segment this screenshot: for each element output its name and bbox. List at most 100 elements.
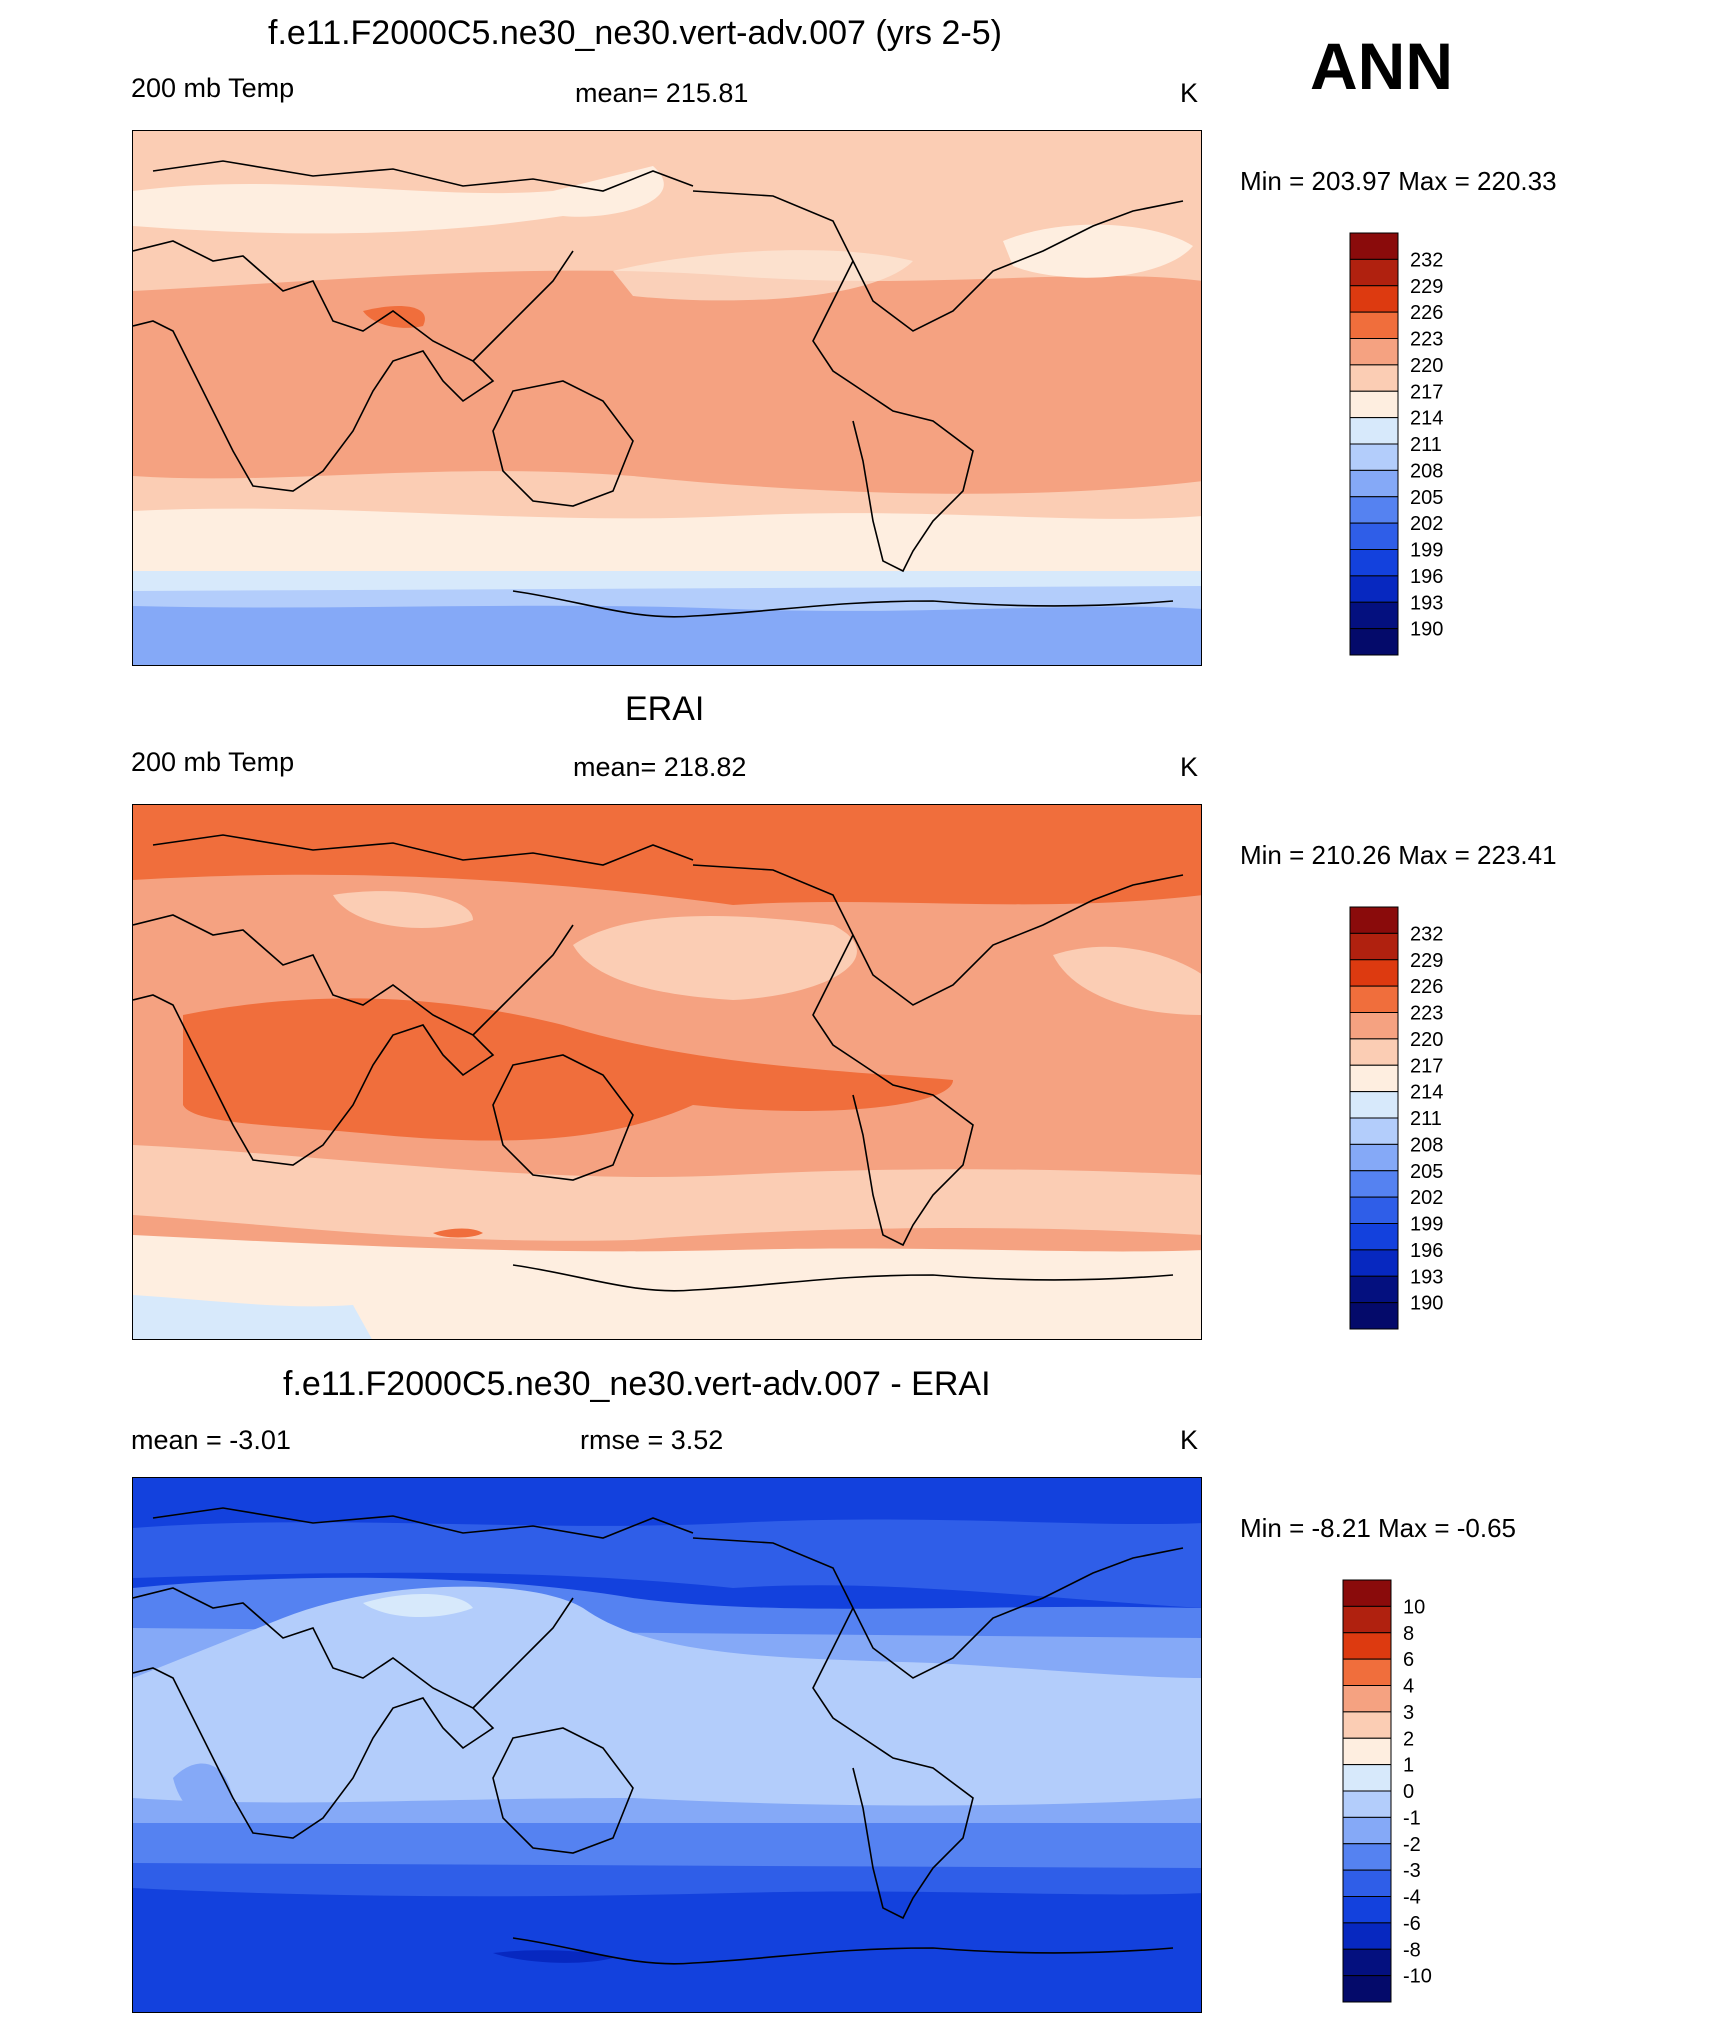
colorbar-swatch <box>1349 390 1399 419</box>
panel3-units-label: K <box>1180 1425 1199 1455</box>
colorbar-swatch <box>1349 1038 1399 1066</box>
panel1-colorbar-svg: 232 229 226 223 220 217 214 211 208 205 202 199 196 1… <box>1349 232 1443 656</box>
colorbar-level-label: 205 <box>1410 1161 1443 1183</box>
colorbar-swatch <box>1342 1948 1392 1977</box>
panel1-minmax-label: Min = 203.97 Max = 220.33 <box>1240 166 1557 196</box>
colorbar-level-label: -3 <box>1403 1860 1421 1882</box>
colorbar-level-label: 214 <box>1410 1082 1443 1104</box>
colorbar-swatch <box>1349 1117 1399 1145</box>
colorbar-swatch <box>1349 1275 1399 1304</box>
panel2-variable-label: 200 mb Temp <box>131 747 295 777</box>
colorbar-level-label: -1 <box>1403 1807 1421 1829</box>
colorbar-swatch <box>1349 1170 1399 1198</box>
colorbar-level-label: 211 <box>1410 1108 1442 1130</box>
colorbar-level-label: 1 <box>1403 1755 1414 1777</box>
colorbar-swatch <box>1349 628 1399 656</box>
panel2-units-label: K <box>1180 752 1199 782</box>
panel2-mean-label: mean= 218.82 <box>573 752 747 782</box>
colorbar-level-label: 229 <box>1410 950 1443 972</box>
colorbar-swatch <box>1342 1632 1392 1660</box>
panel3-rmse-label: rmse = 3.52 <box>580 1425 724 1455</box>
panel3-minmax-label: Min = -8.21 Max = -0.65 <box>1240 1513 1517 1543</box>
colorbar-swatch <box>1342 1816 1392 1845</box>
colorbar-swatch <box>1349 1064 1399 1093</box>
colorbar-level-label: -6 <box>1403 1913 1421 1935</box>
colorbar-swatch <box>1349 469 1399 498</box>
panel3-map-svg <box>133 1478 1201 2012</box>
colorbar-swatch <box>1349 311 1399 339</box>
colorbar-swatch <box>1342 1843 1392 1871</box>
colorbar-swatch <box>1349 959 1399 987</box>
colorbar-level-label: -2 <box>1403 1834 1421 1856</box>
colorbar-swatch <box>1349 549 1399 577</box>
colorbar-level-label: 223 <box>1410 329 1443 351</box>
colorbar-level-label: 229 <box>1410 276 1443 298</box>
colorbar-swatch <box>1349 443 1399 471</box>
colorbar-swatch <box>1349 285 1399 313</box>
colorbar-level-label: 220 <box>1410 355 1443 377</box>
colorbar-swatch <box>1342 1790 1392 1818</box>
colorbar-level-label: 214 <box>1410 408 1443 430</box>
panel2-map <box>132 804 1202 1340</box>
panel1-colorbar: 232 229 226 223 220 217 214 211 208 205 202 199 196 1… <box>1349 232 1480 658</box>
colorbar-swatch <box>1349 1196 1399 1224</box>
colorbar-level-label: 217 <box>1410 381 1443 403</box>
colorbar-level-label: 196 <box>1410 566 1443 588</box>
colorbar-swatch <box>1342 1764 1392 1792</box>
colorbar-level-label: 0 <box>1403 1781 1414 1803</box>
colorbar-level-label: 211 <box>1410 434 1442 456</box>
colorbar-swatch <box>1349 364 1399 392</box>
colorbar-level-label: 220 <box>1410 1029 1443 1051</box>
colorbar-swatch <box>1342 1658 1392 1686</box>
colorbar-swatch <box>1342 1605 1392 1634</box>
colorbar-level-label: 190 <box>1410 619 1443 641</box>
colorbar-swatch <box>1349 1012 1399 1040</box>
colorbar-level-label: -4 <box>1403 1887 1421 1909</box>
panel1-variable-label: 200 mb Temp <box>131 73 295 103</box>
colorbar-swatch <box>1349 258 1399 287</box>
colorbar-swatch <box>1349 1302 1399 1330</box>
colorbar-swatch <box>1342 1896 1392 1924</box>
panel1-title: f.e11.F2000C5.ne30_ne30.vert-adv.007 (yr… <box>268 14 1002 52</box>
colorbar-swatch <box>1342 1711 1392 1739</box>
colorbar-level-label: 199 <box>1410 540 1443 562</box>
colorbar-swatch <box>1349 575 1399 603</box>
colorbar-swatch <box>1349 1143 1399 1172</box>
colorbar-level-label: 202 <box>1410 1187 1443 1209</box>
colorbar-swatch <box>1349 932 1399 961</box>
colorbar-level-label: 205 <box>1410 487 1443 509</box>
colorbar-level-label: 4 <box>1403 1676 1414 1698</box>
colorbar-swatch <box>1342 1737 1392 1766</box>
colorbar-level-label: 6 <box>1403 1649 1414 1671</box>
colorbar-swatch <box>1349 1091 1399 1119</box>
colorbar-swatch <box>1349 496 1399 524</box>
colorbar-swatch <box>1349 1249 1399 1277</box>
colorbar-level-label: 193 <box>1410 1266 1443 1288</box>
colorbar-swatch <box>1349 1223 1399 1251</box>
colorbar-level-label: 226 <box>1410 302 1443 324</box>
colorbar-swatch <box>1342 1869 1392 1897</box>
colorbar-swatch <box>1342 1922 1392 1950</box>
panel1-units-label: K <box>1180 78 1199 108</box>
panel3-map <box>132 1477 1202 2013</box>
panel3-mean-label: mean = -3.01 <box>131 1425 291 1455</box>
colorbar-level-label: 199 <box>1410 1214 1443 1236</box>
colorbar-swatch <box>1349 985 1399 1013</box>
colorbar-swatch <box>1342 1579 1392 1607</box>
colorbar-level-label: -8 <box>1403 1939 1421 1961</box>
colorbar-level-label: 226 <box>1410 976 1443 998</box>
panel2-title: ERAI <box>625 690 705 728</box>
colorbar-swatch <box>1349 522 1399 550</box>
colorbar-level-label: 223 <box>1410 1003 1443 1025</box>
colorbar-level-label: 208 <box>1410 1134 1443 1156</box>
colorbar-level-label: 232 <box>1410 923 1443 945</box>
panel2-colorbar: 232 229 226 223 220 217 214 211 208 205 202 199 196 1… <box>1349 906 1480 1332</box>
panel2-map-svg <box>133 805 1201 1339</box>
panel2-colorbar-svg: 232 229 226 223 220 217 214 211 208 205 202 199 196 1… <box>1349 906 1443 1330</box>
colorbar-level-label: 8 <box>1403 1623 1414 1645</box>
colorbar-level-label: 193 <box>1410 592 1443 614</box>
colorbar-swatch <box>1349 601 1399 630</box>
colorbar-level-label: 232 <box>1410 249 1443 271</box>
colorbar-swatch <box>1342 1685 1392 1713</box>
